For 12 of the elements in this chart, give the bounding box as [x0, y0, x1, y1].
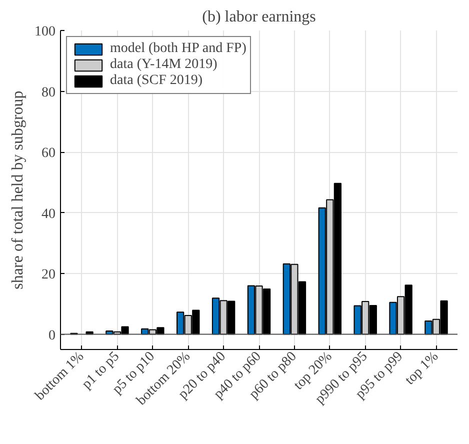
legend-label: data (SCF 2019) — [110, 73, 203, 89]
y-tick-label: 0 — [48, 328, 56, 344]
y-tick-label: 80 — [42, 85, 56, 100]
chart-title: (b) labor earnings — [202, 8, 316, 26]
y-axis-title: share of total held by subgroup — [10, 90, 26, 290]
y-tick-label: 20 — [42, 268, 56, 283]
x-tick-label: top 1% — [402, 348, 442, 388]
y-tick-label: 60 — [42, 146, 56, 162]
y-tick-label: 40 — [42, 206, 56, 222]
y-tick-label: 100 — [34, 24, 56, 40]
legend-label: model (both HP and FP) — [110, 41, 246, 57]
legend-label: data (Y-14M 2019) — [110, 57, 218, 73]
